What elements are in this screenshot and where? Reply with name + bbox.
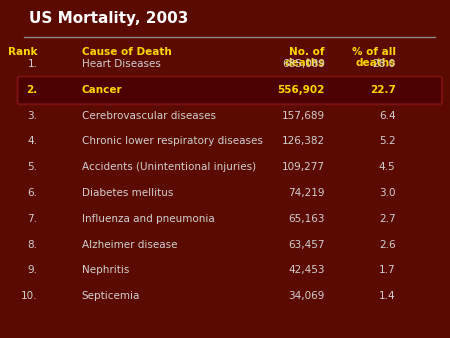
Text: Cerebrovascular diseases: Cerebrovascular diseases	[81, 111, 216, 121]
Text: 74,219: 74,219	[288, 188, 325, 198]
Text: 109,277: 109,277	[282, 162, 325, 172]
Text: 126,382: 126,382	[282, 136, 325, 146]
Text: Cause of Death: Cause of Death	[81, 47, 171, 57]
Text: 1.: 1.	[27, 59, 37, 69]
Text: Influenza and pneumonia: Influenza and pneumonia	[81, 214, 214, 224]
Text: 5.: 5.	[27, 162, 37, 172]
Text: US Mortality, 2003: US Mortality, 2003	[29, 11, 188, 26]
Text: Diabetes mellitus: Diabetes mellitus	[81, 188, 173, 198]
Text: Alzheimer disease: Alzheimer disease	[81, 240, 177, 250]
Text: 4.5: 4.5	[379, 162, 396, 172]
Text: Cancer: Cancer	[81, 85, 122, 95]
Text: Rank: Rank	[8, 47, 37, 57]
Text: Heart Diseases: Heart Diseases	[81, 59, 161, 69]
FancyBboxPatch shape	[18, 76, 442, 104]
Text: 6.: 6.	[27, 188, 37, 198]
Text: 22.7: 22.7	[370, 85, 396, 95]
Text: 2.6: 2.6	[379, 240, 396, 250]
Text: No. of
deaths: No. of deaths	[284, 47, 325, 68]
Text: 2.7: 2.7	[379, 214, 396, 224]
Text: 4.: 4.	[27, 136, 37, 146]
Text: 10.: 10.	[21, 291, 37, 301]
Text: Accidents (Unintentional injuries): Accidents (Unintentional injuries)	[81, 162, 256, 172]
Text: Septicemia: Septicemia	[81, 291, 140, 301]
Text: 3.0: 3.0	[379, 188, 396, 198]
Text: 157,689: 157,689	[282, 111, 325, 121]
Text: 34,069: 34,069	[288, 291, 325, 301]
Text: 28.0: 28.0	[373, 59, 396, 69]
Text: 5.2: 5.2	[379, 136, 396, 146]
Text: 3.: 3.	[27, 111, 37, 121]
Text: Chronic lower respiratory diseases: Chronic lower respiratory diseases	[81, 136, 262, 146]
Text: 63,457: 63,457	[288, 240, 325, 250]
Text: 685,089: 685,089	[282, 59, 325, 69]
Text: % of all
deaths: % of all deaths	[351, 47, 396, 68]
Text: 556,902: 556,902	[278, 85, 325, 95]
Text: 6.4: 6.4	[379, 111, 396, 121]
Text: 8.: 8.	[27, 240, 37, 250]
Text: 1.4: 1.4	[379, 291, 396, 301]
Text: 1.7: 1.7	[379, 265, 396, 275]
Text: 7.: 7.	[27, 214, 37, 224]
Text: 9.: 9.	[27, 265, 37, 275]
Text: 65,163: 65,163	[288, 214, 325, 224]
Text: 42,453: 42,453	[288, 265, 325, 275]
Text: Nephritis: Nephritis	[81, 265, 129, 275]
Text: 2.: 2.	[26, 85, 37, 95]
